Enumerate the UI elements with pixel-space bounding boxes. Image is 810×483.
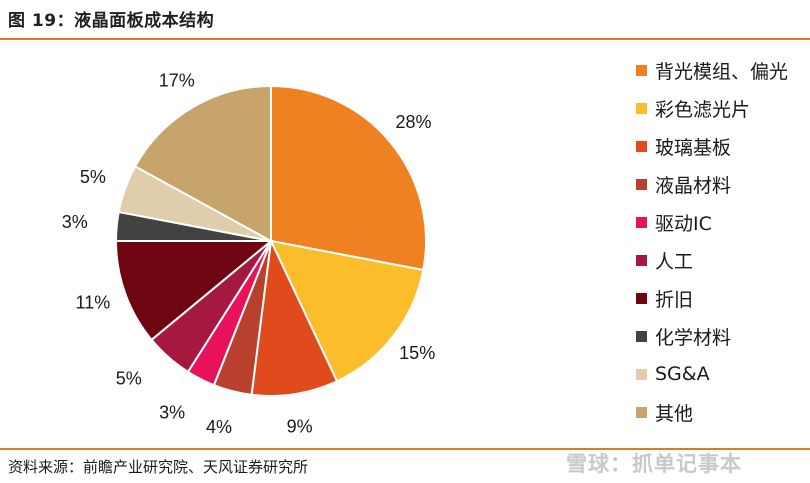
pie-percent-label: 3%	[159, 402, 185, 422]
pie-percent-label: 15%	[399, 343, 435, 363]
pie-slice	[133, 84, 272, 243]
pie-labels: 28% 15% 9% 4% 3% 5% 11% 3% 5% 17%	[62, 71, 435, 437]
pie-percent-label: 3%	[62, 212, 88, 232]
legend-swatch	[636, 254, 647, 266]
pie-slice	[269, 239, 425, 383]
legend-label: 人工	[655, 250, 694, 273]
source-note: 资料来源：前瞻产业研究院、天风证券研究所	[8, 458, 309, 476]
legend-label: 液晶材料	[655, 174, 732, 197]
pie-slice	[250, 237, 339, 398]
pie-percent-label: 11%	[76, 292, 111, 312]
legend-item: 人工	[636, 246, 693, 274]
pie-slice	[270, 84, 427, 272]
pie-percent-label: 5%	[116, 369, 142, 389]
legend-swatch	[636, 406, 647, 418]
legend-label: 玻璃基板	[655, 136, 732, 159]
pie-chart: 28% 15% 9% 4% 3% 5% 11% 3% 5% 17%	[62, 71, 435, 437]
legend-item: 彩色滤光片	[636, 94, 750, 122]
legend-item: 液晶材料	[636, 170, 731, 198]
legend-swatch	[636, 178, 647, 190]
bottom-rule	[0, 448, 810, 450]
top-rule	[0, 38, 810, 40]
legend-item: SG&A	[636, 360, 710, 388]
legend-swatch	[636, 64, 647, 76]
legend-label: 其他	[655, 402, 694, 425]
legend-swatch	[636, 102, 647, 114]
legend-swatch	[636, 330, 647, 342]
pie-percent-label: 4%	[206, 417, 232, 437]
legend-item: 化学材料	[636, 322, 731, 350]
legend-item: 驱动IC	[636, 208, 712, 236]
watermark: 雪球：抓单记事本	[566, 452, 742, 476]
legend-swatch	[636, 216, 647, 228]
legend-label: 折旧	[655, 288, 694, 311]
legend-item: 折旧	[636, 284, 693, 312]
legend-item: 背光模组、偏光	[636, 56, 788, 84]
legend-swatch	[636, 140, 647, 152]
legend-label: 化学材料	[655, 326, 732, 349]
pie-percent-label: 9%	[287, 416, 313, 436]
pie-percent-label: 17%	[159, 71, 195, 91]
pie-percent-label: 28%	[395, 112, 431, 132]
legend-label: SG&A	[655, 363, 710, 385]
legend-swatch	[636, 368, 647, 380]
pie-slices	[114, 84, 427, 398]
pie-percent-label: 5%	[80, 167, 106, 187]
legend-item: 其他	[636, 398, 693, 426]
pie-slice	[114, 240, 274, 342]
legend-label: 驱动IC	[655, 212, 712, 235]
legend-label: 背光模组、偏光	[655, 60, 789, 83]
legend-item: 玻璃基板	[636, 132, 731, 160]
legend-swatch	[636, 292, 647, 304]
legend-label: 彩色滤光片	[655, 98, 751, 121]
figure-title: 图 19：液晶面板成本结构	[8, 11, 215, 31]
